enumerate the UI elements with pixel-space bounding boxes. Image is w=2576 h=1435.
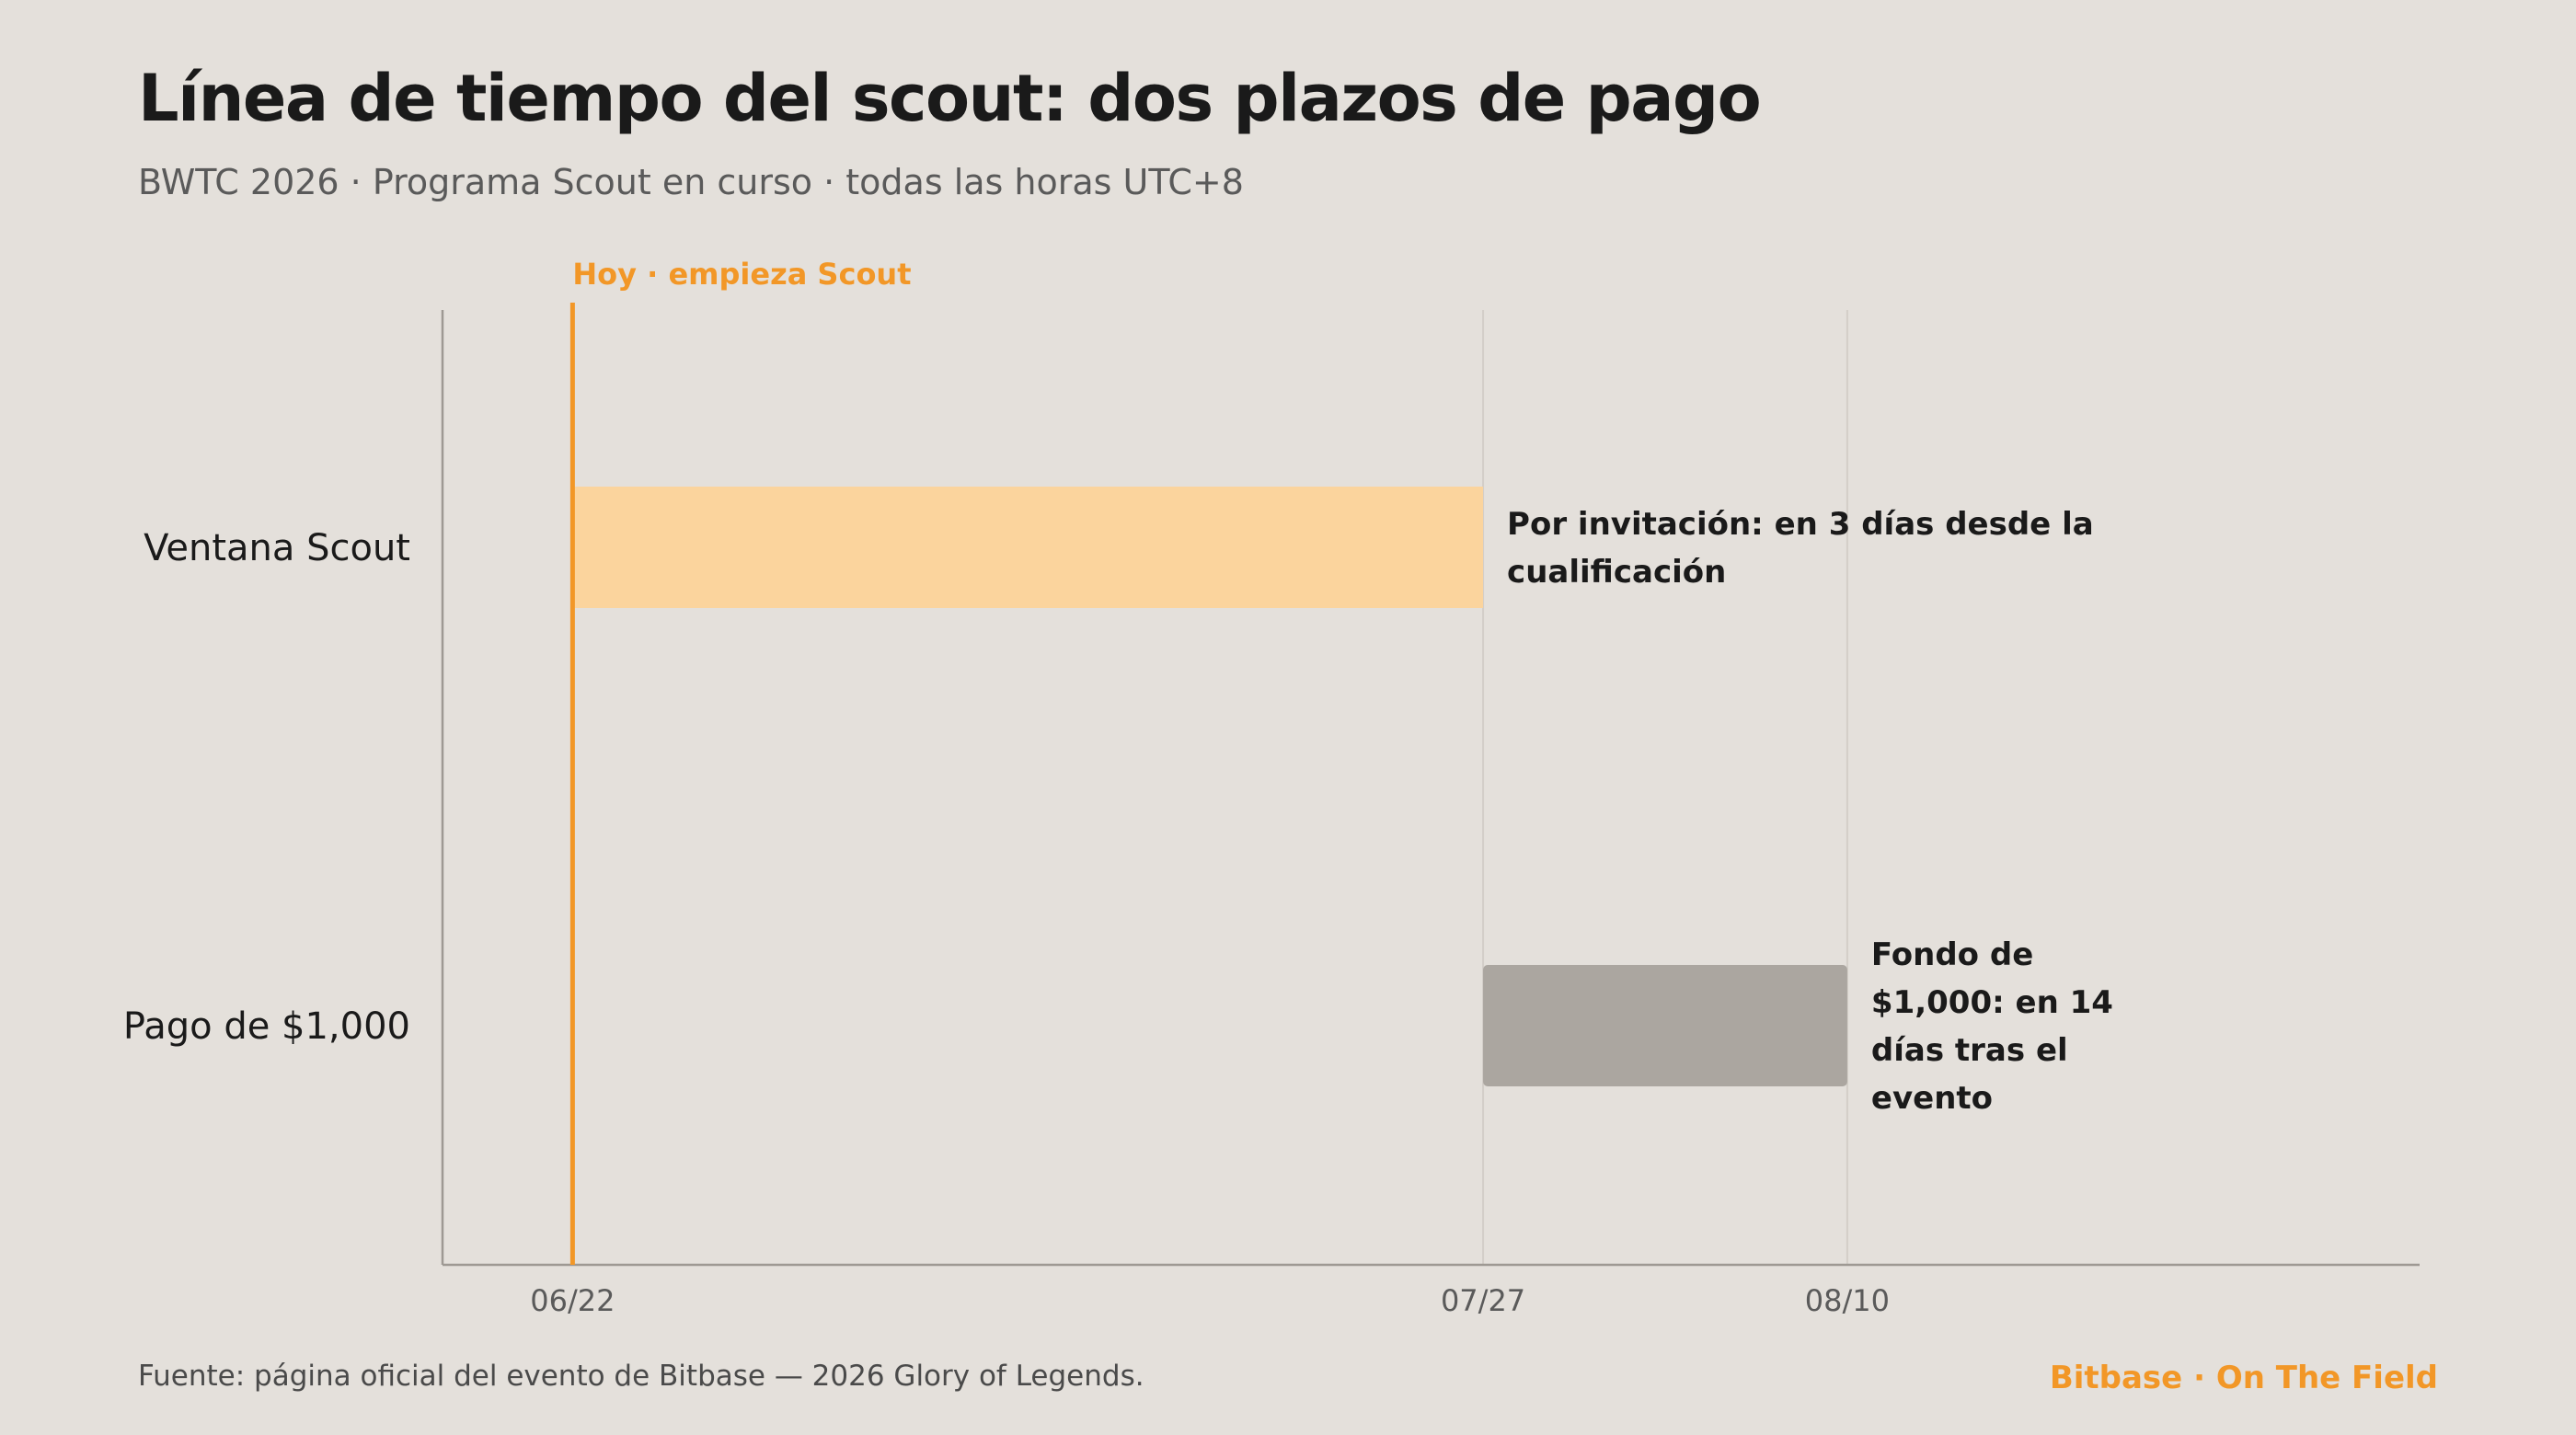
bar-annotation: $1,000: en 14 <box>1871 984 2113 1021</box>
chart-subtitle: BWTC 2026 · Programa Scout en curso · to… <box>138 162 1244 202</box>
brand-label: Bitbase · On The Field <box>2049 1360 2438 1396</box>
bar-annotation: días tras el <box>1871 1032 2068 1069</box>
x-tick-label: 08/10 <box>1805 1283 1890 1318</box>
row-label: Ventana Scout <box>144 527 410 569</box>
today-marker-label: Hoy · empieza Scout <box>572 257 911 292</box>
bar-annotation: evento <box>1871 1080 1993 1117</box>
chart-title: Línea de tiempo del scout: dos plazos de… <box>138 61 1762 136</box>
gridlines <box>571 310 1848 1265</box>
source-note: Fuente: página oficial del evento de Bit… <box>138 1360 1144 1393</box>
bar-annotation: cualificación <box>1507 554 1726 591</box>
row-label: Pago de $1,000 <box>123 1005 410 1048</box>
bar-payment <box>1483 965 1847 1086</box>
bar-annotation: Por invitación: en 3 días desde la <box>1507 506 2094 543</box>
labels: 06/22 07/27 08/10 Ventana Scout Por invitaci… <box>123 257 2113 1318</box>
x-tick-label: 07/27 <box>1441 1283 1525 1318</box>
bar-scout-window <box>572 487 1484 608</box>
bar-annotation: Fondo de <box>1871 936 2033 973</box>
x-tick-label: 06/22 <box>530 1283 615 1318</box>
bars <box>572 487 1847 1086</box>
axes <box>441 310 2420 1267</box>
